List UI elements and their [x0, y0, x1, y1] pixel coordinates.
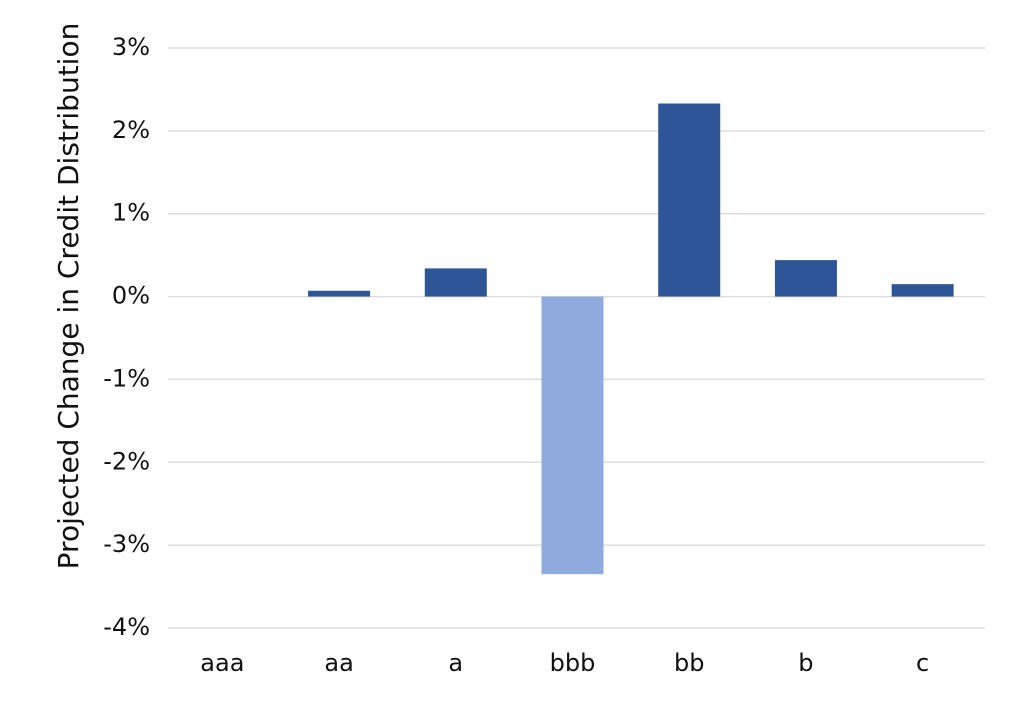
y-tick-label: 2%: [112, 116, 150, 144]
y-tick-label: -4%: [103, 613, 150, 641]
y-tick-label: -2%: [103, 447, 150, 475]
bar: [541, 296, 604, 575]
x-tick-label: aa: [324, 649, 353, 677]
y-tick-label: -1%: [103, 364, 150, 392]
x-tick-label: a: [448, 649, 463, 677]
x-tick-label: bb: [674, 649, 704, 677]
bar: [774, 260, 837, 297]
bar: [658, 103, 721, 297]
y-tick-label: -3%: [103, 530, 150, 558]
x-tick-label: b: [798, 649, 813, 677]
y-tick-label: 1%: [112, 199, 150, 227]
x-tick-label: bbb: [550, 649, 596, 677]
bar: [891, 284, 954, 297]
y-tick-label: 3%: [112, 33, 150, 61]
x-tick-label: aaa: [200, 649, 244, 677]
y-tick-label: 0%: [112, 282, 150, 310]
y-axis-label: Projected Change in Credit Distribution: [52, 23, 85, 570]
bar: [424, 268, 487, 297]
bar: [308, 290, 371, 297]
x-tick-label: c: [916, 649, 929, 677]
